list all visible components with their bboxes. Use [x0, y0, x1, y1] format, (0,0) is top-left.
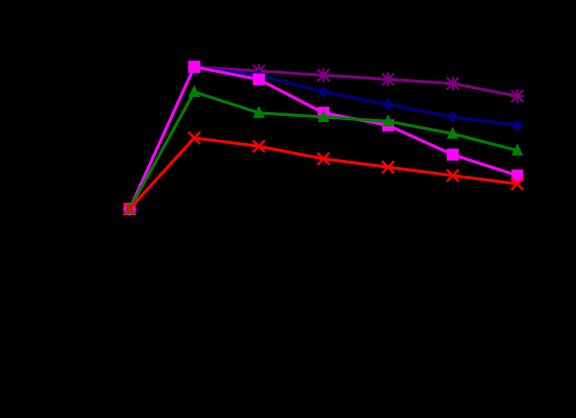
series-1-point-7: [510, 89, 525, 104]
series-4: [123, 84, 524, 214]
series-2-point-5: [382, 98, 395, 111]
series-5-point-3: [252, 139, 266, 154]
series-layer: [122, 59, 525, 216]
series-5-point-7: [510, 177, 525, 191]
series-5: [122, 131, 525, 216]
series-3-point-6: [446, 148, 459, 161]
series-4-point-5: [382, 114, 395, 127]
series-4-point-3: [252, 105, 265, 118]
series-5-point-4: [316, 152, 331, 166]
series-3-point-2: [188, 60, 201, 73]
series-1-point-5: [381, 72, 396, 87]
series-5-point-5: [381, 160, 395, 174]
series-4-point-4: [317, 110, 330, 123]
series-4-point-2: [188, 84, 201, 97]
series-4-point-6: [446, 126, 459, 139]
series-5-point-1: [122, 202, 137, 216]
series-5-point-2: [187, 131, 202, 145]
series-3-point-3: [252, 73, 265, 86]
series-1-point-4: [316, 68, 331, 83]
series-4-point-7: [511, 143, 524, 156]
series-5-point-6: [445, 168, 460, 183]
series-3-point-7: [511, 169, 524, 182]
series-2-point-4: [317, 85, 330, 98]
series-2-point-6: [446, 111, 459, 124]
series-1-point-6: [445, 76, 460, 91]
series-2-point-7: [511, 119, 524, 132]
